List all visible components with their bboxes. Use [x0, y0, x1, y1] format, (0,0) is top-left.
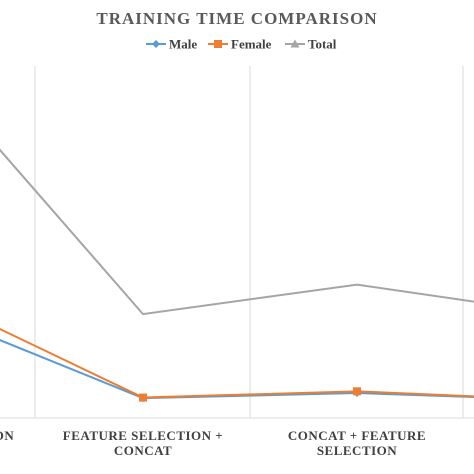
- chart-title: TRAINING TIME COMPARISON: [96, 9, 377, 28]
- point-female-2: [353, 387, 361, 396]
- legend-marker-female: [214, 40, 222, 48]
- series-line-male: [0, 339, 474, 400]
- legend-marker-total: [290, 39, 300, 48]
- series-group: [0, 148, 474, 403]
- x-tick-label-0-0: ON: [0, 428, 14, 443]
- series-total: [0, 148, 474, 316]
- x-tick-labels: ON FEATURE SELECTION +CONCAT CONCAT + FEAT…: [0, 428, 426, 458]
- legend-item-total: Total: [285, 37, 337, 52]
- series-line-total: [0, 148, 474, 316]
- x-tick-label-1-1: CONCAT: [114, 443, 172, 458]
- gridlines: [34, 66, 464, 418]
- legend-label-female: Female: [231, 37, 272, 52]
- x-tick-label-2-1: SELECTION: [317, 443, 397, 458]
- point-female-1: [139, 393, 147, 402]
- legend-label-total: Total: [308, 37, 337, 52]
- x-tick-label-2-0: CONCAT + FEATURE: [288, 428, 426, 443]
- x-tick-label-1-0: FEATURE SELECTION +: [63, 428, 223, 443]
- series-line-female: [0, 327, 474, 399]
- legend: Male Female Total: [146, 37, 337, 52]
- legend-marker-male: [152, 40, 160, 48]
- series-female: [0, 327, 474, 402]
- legend-item-female: Female: [208, 37, 272, 52]
- legend-label-male: Male: [169, 37, 197, 52]
- legend-item-male: Male: [146, 37, 197, 52]
